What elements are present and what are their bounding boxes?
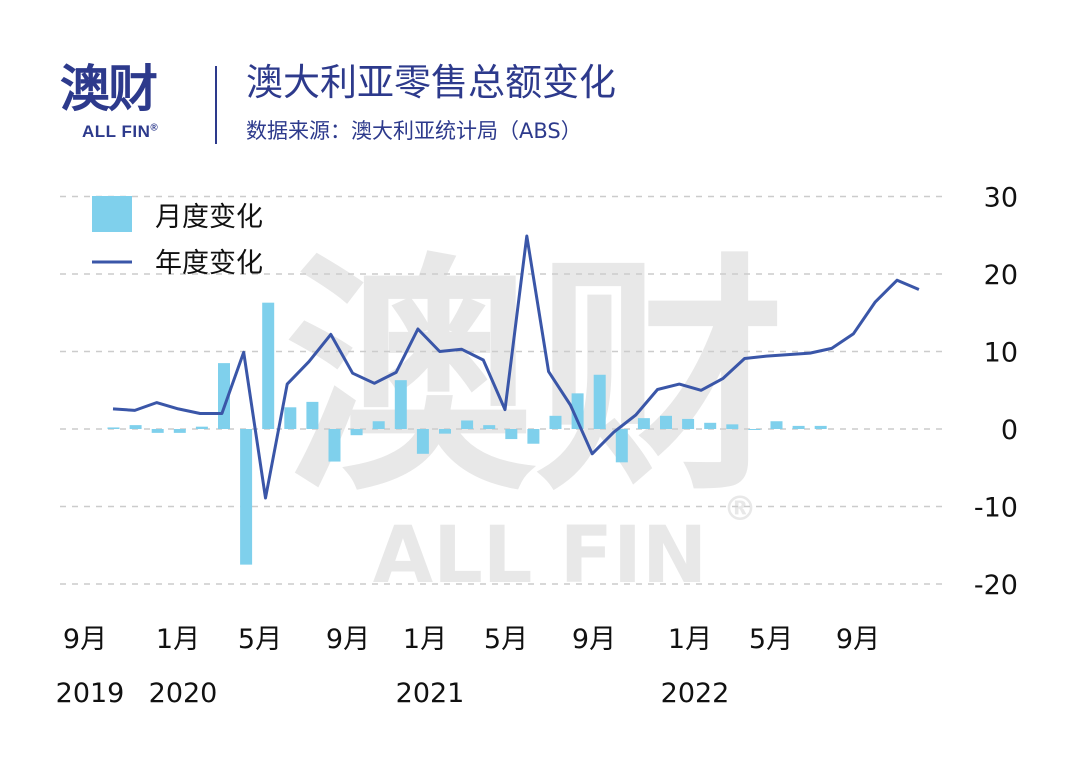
bar-mark xyxy=(439,429,451,434)
bar-mark xyxy=(814,425,827,429)
y-tick-label: -10 xyxy=(974,493,1018,524)
legend: 月度变化 年度变化 xyxy=(92,196,263,279)
bar-mark xyxy=(240,429,253,565)
legend-label-bar: 月度变化 xyxy=(155,202,263,233)
bar-mark xyxy=(726,424,739,429)
bar-mark xyxy=(660,415,672,429)
x-tick-month: 5月 xyxy=(238,624,282,655)
bar-mark xyxy=(549,415,562,429)
bar-mark xyxy=(284,407,297,429)
y-tick-label: 30 xyxy=(984,183,1018,214)
brand-logo: 澳财 xyxy=(60,60,158,118)
bar-mark xyxy=(262,302,275,429)
bar-mark xyxy=(416,429,429,454)
x-tick-year: 2020 xyxy=(149,678,218,709)
bar-mark xyxy=(394,380,407,429)
y-tick-label: 0 xyxy=(1001,415,1018,446)
x-tick-month: 1月 xyxy=(156,624,200,655)
watermark-reg: ® xyxy=(723,489,757,529)
x-tick-month: 1月 xyxy=(668,624,712,655)
bar-mark xyxy=(129,425,142,429)
legend-label-line: 年度变化 xyxy=(155,248,263,279)
chart-subtitle: 数据来源：澳大利亚统计局（ABS） xyxy=(246,119,582,143)
bar-mark xyxy=(770,421,783,429)
bar-mark xyxy=(505,429,518,440)
bar-mark xyxy=(372,421,385,429)
x-tick-month: 5月 xyxy=(484,624,528,655)
line-series xyxy=(112,234,920,500)
bar-mark xyxy=(107,427,120,429)
bar-mark xyxy=(593,374,606,429)
bar-mark xyxy=(682,418,695,429)
bar-mark xyxy=(151,429,164,433)
bar-mark xyxy=(615,429,628,463)
chart-title: 澳大利亚零售总额变化 xyxy=(246,61,616,104)
bar-mark xyxy=(792,425,805,429)
y-tick-label: 20 xyxy=(984,260,1018,291)
bar-mark xyxy=(173,429,186,433)
bar-mark xyxy=(195,426,208,429)
brand-logo-sub-label: ALL FIN xyxy=(82,122,151,141)
legend-swatch-bar xyxy=(92,196,132,232)
bar-mark xyxy=(571,393,584,429)
x-tick-month: 9月 xyxy=(63,624,107,655)
line-path xyxy=(112,234,920,500)
x-tick-year: 2019 xyxy=(56,678,125,709)
x-tick-month: 9月 xyxy=(836,624,880,655)
bar-mark xyxy=(637,418,650,429)
x-tick-month: 1月 xyxy=(403,624,447,655)
y-axis: 30 20 10 0 -10 -20 xyxy=(974,183,1018,602)
brand-registered-mark: ® xyxy=(150,122,159,134)
x-tick-month: 9月 xyxy=(572,624,616,655)
bar-series xyxy=(107,302,827,565)
x-tick-year: 2022 xyxy=(661,678,730,709)
brand-logo-subtext: ALL FIN® xyxy=(82,122,158,142)
bar-mark xyxy=(527,429,540,444)
bar-mark xyxy=(483,425,496,429)
x-tick-month: 9月 xyxy=(326,624,370,655)
bar-mark xyxy=(350,429,363,436)
bar-mark xyxy=(461,420,474,429)
x-tick-month: 5月 xyxy=(749,624,793,655)
y-tick-label: 10 xyxy=(984,338,1018,369)
bar-mark xyxy=(306,401,319,429)
y-tick-label: -20 xyxy=(974,570,1018,601)
bar-mark xyxy=(328,429,341,462)
bar-mark xyxy=(704,422,717,429)
x-axis: 9月 2019 1月 2020 5月 9月 1月 2021 5月 9月 1月 2022 5月 9月 xyxy=(56,624,880,709)
x-tick-year: 2021 xyxy=(396,678,465,709)
header-divider xyxy=(215,66,217,144)
watermark-sub: ALL FIN xyxy=(373,511,708,601)
watermark-logo: 澳财 xyxy=(285,233,785,524)
bar-mark xyxy=(748,429,761,430)
